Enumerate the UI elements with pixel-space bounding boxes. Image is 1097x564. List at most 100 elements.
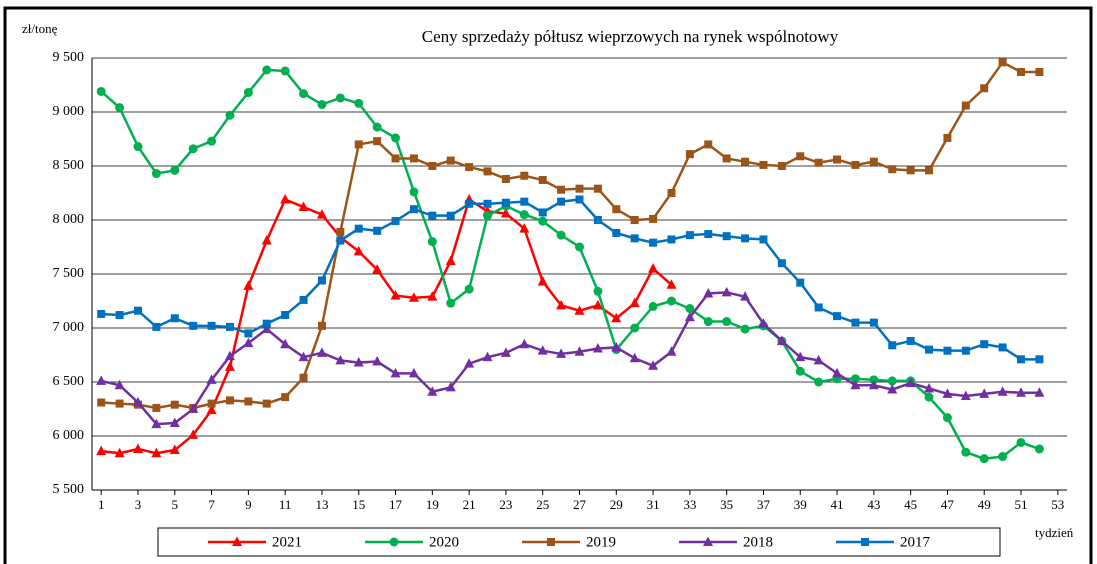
- marker: [445, 255, 456, 266]
- marker: [151, 447, 162, 458]
- x-tick-label: 47: [941, 497, 955, 512]
- marker: [261, 235, 272, 245]
- marker: [832, 367, 843, 378]
- legend-marker: [547, 538, 555, 546]
- marker: [409, 205, 418, 214]
- marker: [500, 347, 511, 357]
- marker: [960, 390, 971, 401]
- marker: [979, 454, 989, 464]
- marker: [409, 187, 419, 197]
- marker: [925, 166, 934, 175]
- marker: [741, 157, 750, 166]
- marker: [317, 321, 326, 330]
- marker: [408, 367, 419, 378]
- marker: [391, 133, 401, 143]
- marker: [942, 413, 952, 423]
- marker: [188, 144, 198, 154]
- marker: [925, 345, 934, 354]
- marker: [225, 322, 234, 331]
- marker: [814, 377, 824, 387]
- x-tick-label: 39: [794, 497, 807, 512]
- marker: [814, 303, 823, 312]
- marker: [1016, 437, 1026, 447]
- marker: [777, 259, 786, 268]
- marker: [869, 157, 878, 166]
- legend-marker: [389, 537, 399, 547]
- marker: [483, 167, 492, 176]
- marker: [1017, 355, 1026, 364]
- marker: [740, 291, 751, 301]
- marker: [207, 399, 216, 408]
- marker: [722, 154, 731, 163]
- marker: [814, 158, 823, 167]
- marker: [998, 58, 1007, 67]
- marker: [373, 226, 382, 235]
- marker: [648, 301, 658, 311]
- marker: [667, 189, 676, 197]
- marker: [649, 238, 658, 247]
- y-tick-label: 7 000: [53, 320, 85, 335]
- x-tick-label: 31: [647, 497, 660, 512]
- x-tick-label: 29: [610, 497, 623, 512]
- marker: [575, 195, 584, 204]
- chart-title: Ceny sprzedaży półtusz wieprzowych na ry…: [422, 27, 839, 46]
- marker: [759, 235, 768, 244]
- marker: [630, 323, 640, 333]
- marker: [906, 336, 915, 345]
- marker: [170, 165, 180, 175]
- marker: [445, 381, 456, 392]
- marker: [850, 374, 860, 384]
- marker: [353, 357, 364, 367]
- marker: [243, 337, 254, 348]
- marker: [942, 388, 953, 398]
- marker: [592, 299, 603, 310]
- marker: [152, 403, 161, 412]
- marker: [537, 276, 548, 286]
- marker: [612, 228, 621, 237]
- marker: [114, 379, 125, 390]
- marker: [924, 392, 934, 402]
- marker: [501, 198, 510, 207]
- marker: [574, 305, 585, 315]
- marker: [207, 321, 216, 330]
- marker: [666, 279, 677, 289]
- marker: [262, 399, 271, 408]
- marker: [281, 393, 290, 402]
- legend-label: 2017: [900, 534, 931, 550]
- x-tick-label: 27: [573, 497, 587, 512]
- marker: [776, 335, 787, 345]
- marker: [244, 329, 253, 338]
- marker: [336, 227, 345, 236]
- marker: [482, 351, 493, 362]
- marker: [170, 314, 179, 323]
- marker: [629, 352, 640, 363]
- marker: [556, 348, 567, 358]
- marker: [446, 211, 455, 220]
- marker: [1035, 355, 1044, 364]
- marker: [795, 351, 806, 362]
- marker: [390, 367, 401, 378]
- marker: [483, 211, 493, 221]
- x-tick-label: 19: [426, 497, 439, 512]
- marker: [188, 429, 199, 439]
- x-tick-label: 35: [720, 497, 733, 512]
- x-tick-label: 49: [978, 497, 991, 512]
- marker: [133, 142, 143, 152]
- marker: [427, 237, 437, 247]
- marker: [243, 88, 253, 98]
- marker: [538, 176, 547, 185]
- marker: [299, 89, 309, 99]
- series-line: [101, 197, 673, 455]
- marker: [648, 360, 659, 370]
- marker: [685, 231, 694, 240]
- x-tick-label: 51: [1015, 497, 1028, 512]
- x-tick-label: 45: [904, 497, 917, 512]
- legend-marker: [232, 536, 242, 546]
- marker: [427, 386, 438, 396]
- marker: [151, 169, 161, 179]
- marker: [372, 122, 382, 132]
- marker: [96, 445, 107, 456]
- marker: [189, 321, 198, 330]
- series-line: [101, 60, 1040, 410]
